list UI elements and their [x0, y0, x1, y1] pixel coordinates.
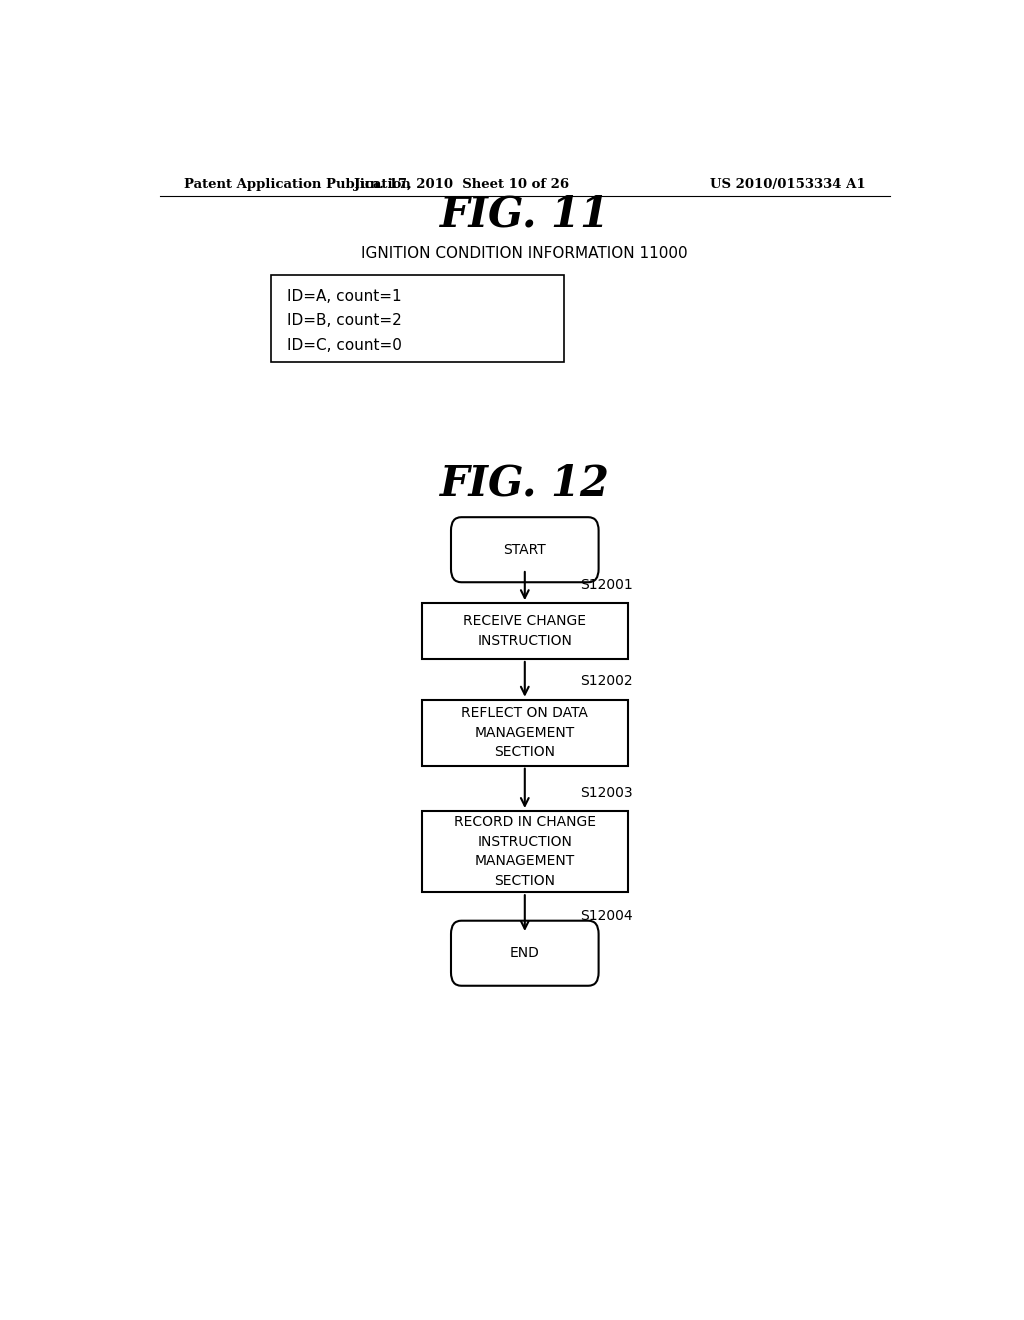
Text: Jun. 17, 2010  Sheet 10 of 26: Jun. 17, 2010 Sheet 10 of 26: [353, 178, 569, 191]
Text: REFLECT ON DATA
MANAGEMENT
SECTION: REFLECT ON DATA MANAGEMENT SECTION: [462, 706, 588, 759]
Text: FIG. 11: FIG. 11: [439, 193, 610, 235]
Text: ID=B, count=2: ID=B, count=2: [287, 313, 401, 329]
Text: RECORD IN CHANGE
INSTRUCTION
MANAGEMENT
SECTION: RECORD IN CHANGE INSTRUCTION MANAGEMENT …: [454, 816, 596, 888]
Text: ID=A, count=1: ID=A, count=1: [287, 289, 401, 304]
Bar: [422, 603, 628, 659]
Text: RECEIVE CHANGE
INSTRUCTION: RECEIVE CHANGE INSTRUCTION: [463, 614, 587, 648]
FancyBboxPatch shape: [451, 921, 599, 986]
Text: IGNITION CONDITION INFORMATION 11000: IGNITION CONDITION INFORMATION 11000: [361, 247, 688, 261]
Text: FIG. 12: FIG. 12: [439, 462, 610, 504]
Text: ID=C, count=0: ID=C, count=0: [287, 338, 401, 354]
Bar: [422, 700, 628, 766]
Text: S12003: S12003: [581, 785, 633, 800]
Text: END: END: [510, 946, 540, 960]
Text: START: START: [504, 543, 546, 557]
Text: Patent Application Publication: Patent Application Publication: [183, 178, 411, 191]
Text: US 2010/0153334 A1: US 2010/0153334 A1: [711, 178, 866, 191]
Bar: [270, 276, 564, 362]
Bar: [422, 810, 628, 892]
FancyBboxPatch shape: [451, 517, 599, 582]
Text: S12001: S12001: [581, 578, 633, 591]
Text: S12004: S12004: [581, 908, 633, 923]
Text: S12002: S12002: [581, 675, 633, 688]
